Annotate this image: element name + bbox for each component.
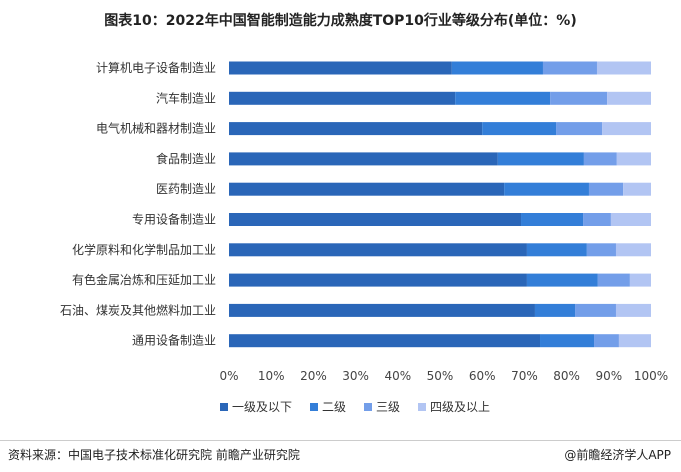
legend-label: 四级及以上: [430, 400, 491, 414]
bar-segment: [526, 273, 598, 287]
bar-segment: [629, 273, 651, 287]
bar-segment: [229, 303, 535, 317]
legend-label: 三级: [376, 400, 401, 414]
bar-segment: [615, 243, 651, 257]
bar-segment: [521, 213, 584, 226]
bar-segment: [556, 122, 603, 136]
bar-segment: [229, 61, 452, 75]
bar-segment: [229, 122, 483, 136]
bar-segment: [497, 152, 584, 166]
x-tick-label: 80%: [553, 369, 580, 383]
x-tick-label: 30%: [342, 369, 369, 383]
bar-segment: [229, 213, 522, 226]
bar-segment: [482, 122, 557, 136]
legend-swatch: [310, 402, 319, 411]
bar-segment: [229, 273, 527, 287]
bar-segment: [451, 61, 543, 75]
legend-swatch: [364, 402, 373, 411]
bar-segment: [229, 334, 541, 348]
category-label: 医药制造业: [156, 182, 216, 196]
bar-segment: [229, 91, 456, 105]
category-label: 通用设备制造业: [132, 334, 216, 348]
x-tick-label: 100%: [634, 369, 668, 383]
brand-text: @前瞻经济学人APP: [564, 448, 671, 462]
x-tick-label: 20%: [300, 369, 327, 383]
chart-title: 图表10：2022年中国智能制造能力成熟度TOP10行业等级分布(单位：%): [104, 13, 577, 29]
x-tick-label: 50%: [427, 369, 454, 383]
bar-segment: [542, 61, 597, 75]
bar-segment: [229, 243, 527, 257]
source-text: 资料来源：中国电子技术标准化研究院 前瞻产业研究院: [8, 448, 300, 462]
category-label: 食品制造业: [156, 151, 216, 166]
category-label: 专用设备制造业: [132, 212, 216, 227]
legend-item: 二级: [310, 398, 346, 415]
x-tick-label: 60%: [469, 369, 496, 383]
x-tick-label: 90%: [595, 369, 622, 383]
legend-swatch: [418, 402, 427, 411]
bar-segment: [597, 273, 630, 287]
bar-chart: 计算机电子设备制造业汽车制造业电气机械和器材制造业食品制造业医药制造业专用设备制…: [60, 60, 668, 383]
bar-segment: [588, 182, 624, 196]
category-label: 化学原料和化学制品加工业: [72, 242, 216, 257]
legend-label: 一级及以下: [232, 400, 293, 414]
x-tick-label: 10%: [258, 369, 285, 383]
bar-segment: [534, 303, 576, 317]
legend-swatch: [220, 402, 228, 411]
x-tick-label: 0%: [219, 369, 238, 383]
bar-segment: [583, 213, 611, 226]
bar-segment: [618, 334, 651, 348]
bar-segment: [602, 122, 651, 136]
x-tick-label: 40%: [384, 369, 411, 383]
bar-segment: [575, 303, 616, 317]
bar-segment: [540, 334, 595, 348]
bar-segment: [610, 213, 651, 226]
bar-segment: [229, 152, 498, 166]
bar-segment: [526, 243, 587, 257]
category-label: 石油、煤炭及其他燃料加工业: [60, 302, 216, 317]
bar-segment: [229, 182, 505, 196]
bar-segment: [504, 182, 589, 196]
category-label: 汽车制造业: [156, 90, 216, 105]
legend-item: 三级: [364, 398, 400, 415]
category-label: 计算机电子设备制造业: [96, 60, 216, 75]
bar-segment: [550, 91, 608, 105]
category-label: 电气机械和器材制造业: [96, 121, 216, 136]
footer-divider: [0, 440, 681, 441]
legend-item: 四级及以上: [418, 398, 490, 415]
bar-segment: [615, 303, 651, 317]
bar-segment: [623, 182, 651, 196]
bar-segment: [586, 243, 616, 257]
bar-segment: [616, 152, 651, 166]
x-tick-label: 70%: [511, 369, 538, 383]
bar-segment: [455, 91, 551, 105]
bar-segment: [607, 91, 651, 105]
legend: 一级及以下 二级 三级 四级及以上: [220, 398, 490, 415]
bar-segment: [583, 152, 617, 166]
bar-segment: [596, 61, 651, 75]
legend-item: 一级及以下: [220, 398, 292, 415]
category-label: 有色金属冶炼和压延加工业: [72, 272, 216, 287]
bar-segment: [594, 334, 619, 348]
legend-label: 二级: [322, 400, 347, 414]
